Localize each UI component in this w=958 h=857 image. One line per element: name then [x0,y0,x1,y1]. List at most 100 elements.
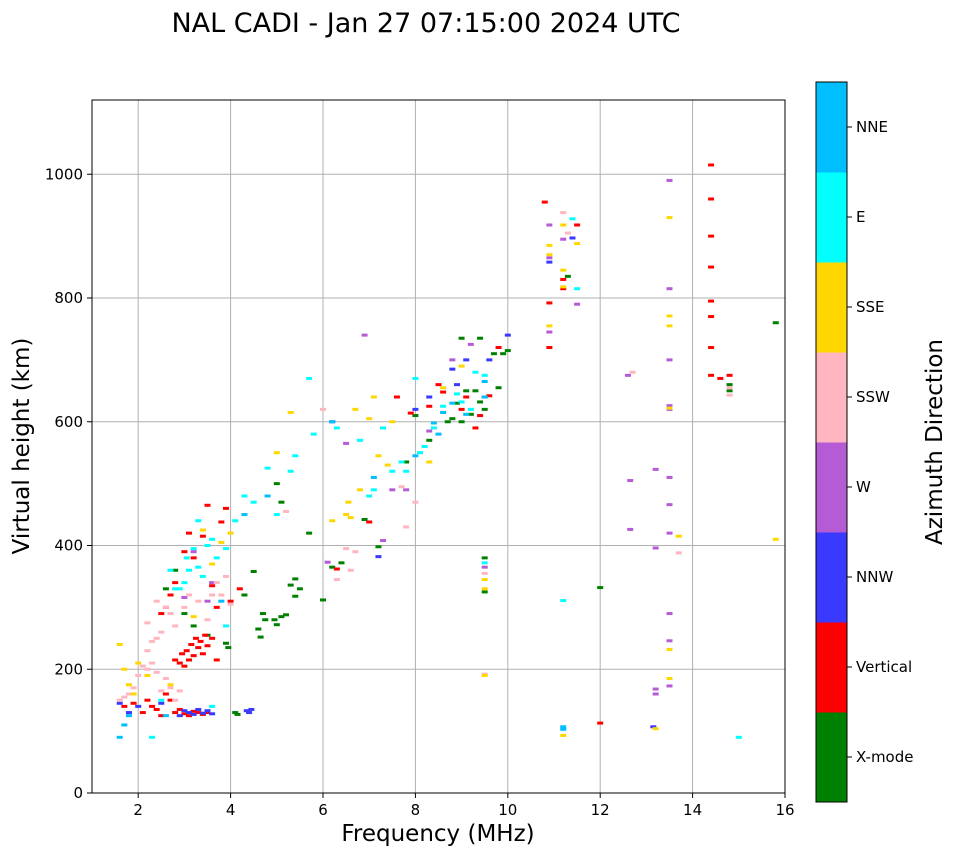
data-point [463,412,470,416]
data-point [234,712,241,716]
colorbar-tick-label: SSW [856,388,890,406]
data-point [426,395,433,399]
data-point [504,333,511,337]
data-point [458,407,465,411]
y-tick-label: 1000 [45,165,83,183]
data-point [389,469,396,473]
x-axis-ticks: 2 4 6 8 10 12 14 16 [133,793,795,819]
data-point [158,689,165,693]
data-point [490,352,497,356]
data-point [708,346,715,349]
data-point [430,421,437,425]
data-point [158,714,165,718]
data-point [726,393,733,397]
data-point [236,587,243,591]
data-point [652,687,659,691]
data-point [144,667,151,671]
data-point [172,568,179,572]
series-nne [116,380,567,739]
data-point [264,466,271,470]
data-point [627,479,634,483]
data-point [241,513,248,517]
data-point [167,698,174,702]
data-point [440,410,447,414]
data-point [449,367,456,371]
data-point [209,581,216,585]
data-point [481,373,488,377]
data-point [195,707,202,711]
colorbar-label: Azimuth Direction [922,339,948,545]
data-point [574,287,581,291]
data-point [125,714,132,718]
data-point [666,612,673,616]
data-point [149,704,156,708]
data-point [708,315,715,319]
data-point [449,358,456,362]
data-point [167,568,174,572]
data-point [666,677,673,681]
data-point [162,587,169,591]
data-point [726,386,733,390]
data-point [444,420,451,424]
data-point [546,256,553,260]
data-point [560,599,567,603]
data-point [190,547,197,551]
data-point [426,438,433,442]
data-point [546,301,553,305]
data-point [144,621,151,625]
data-point [624,373,631,377]
data-point [569,217,576,221]
chart-title: NAL CADI - Jan 27 07:15:00 2024 UTC [171,8,680,39]
colorbar-segment [816,262,847,353]
data-point [560,268,567,272]
colorbar-segment [816,622,847,713]
data-point [188,643,195,646]
data-point [343,547,350,551]
data-point [504,349,511,353]
data-point [435,383,442,387]
data-point [463,395,470,399]
data-point [204,599,211,603]
data-point [257,635,264,639]
data-point [209,562,216,566]
data-point [181,595,188,599]
data-point [144,649,151,653]
data-point [195,646,202,650]
data-point [158,630,165,634]
data-point [225,646,232,650]
data-point [481,590,488,594]
data-point [213,556,220,560]
data-point [453,401,460,405]
data-point [560,277,567,281]
data-point [287,410,294,414]
data-point [412,407,419,411]
colorbar-tick-label: X-mode [856,748,913,766]
data-point [125,683,132,687]
data-point [463,389,470,393]
colorbar-segment [816,352,847,443]
data-point [366,417,373,421]
data-point [125,692,132,696]
y-tick-label: 400 [54,537,83,555]
data-point [666,216,673,220]
data-point [209,593,216,597]
data-point [564,231,571,235]
data-point [162,714,169,718]
data-point [320,598,326,602]
data-point [176,689,183,693]
data-point [467,407,474,411]
data-point [204,544,211,547]
plot-background [92,100,785,793]
data-point [121,667,128,671]
data-point [546,253,553,257]
data-point [222,506,229,510]
data-point [338,561,345,565]
data-point [708,197,715,201]
data-point [333,567,340,571]
data-point [560,237,567,241]
data-point [195,599,202,603]
data-point [356,488,363,492]
data-point [407,411,414,415]
data-point [179,652,186,656]
data-point [324,560,331,564]
